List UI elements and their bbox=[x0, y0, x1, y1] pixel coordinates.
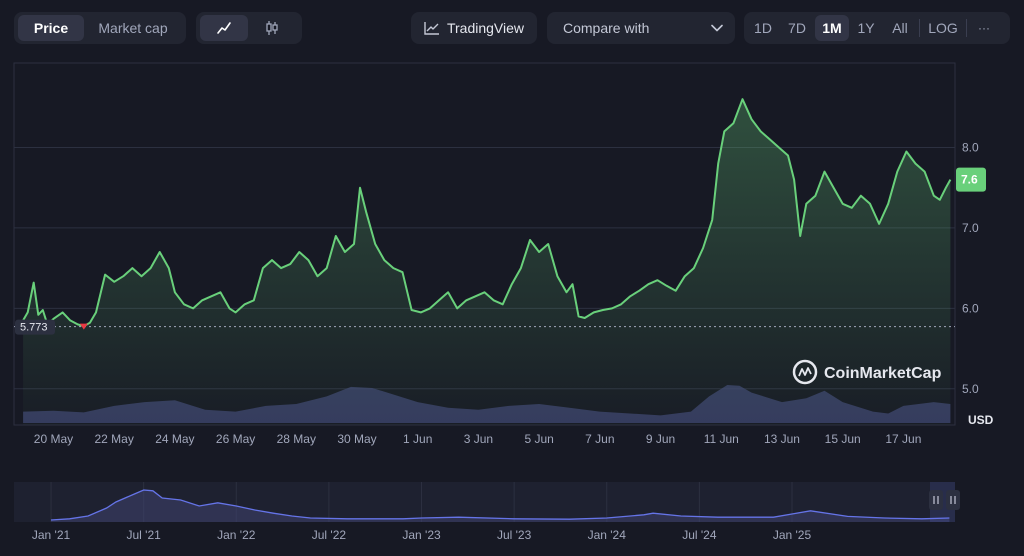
range-1m-button[interactable]: 1M bbox=[815, 15, 849, 41]
navigator-handle-right[interactable] bbox=[946, 490, 960, 510]
start-price-marker bbox=[79, 323, 88, 330]
price-marketcap-toggle: Price Market cap bbox=[14, 12, 186, 44]
y-tick-label: 7.0 bbox=[962, 221, 979, 235]
x-tick-label: 11 Jun bbox=[704, 432, 739, 446]
navigator-date-label: Jul '24 bbox=[682, 528, 717, 542]
compare-with-placeholder: Compare with bbox=[563, 20, 650, 36]
range-1y-button[interactable]: 1Y bbox=[857, 20, 875, 36]
price-series-line bbox=[22, 98, 952, 328]
navigator-date-label: Jul '22 bbox=[312, 528, 347, 542]
x-tick-label: 28 May bbox=[277, 432, 316, 446]
range-navigator[interactable]: Jan '21 Jul '21 Jan '22 Jul '22 Jan '23 Jul '… bbox=[0, 470, 1024, 556]
start-price-label: 5.773 bbox=[20, 322, 48, 334]
range-divider-2 bbox=[966, 19, 967, 37]
tradingview-button[interactable]: TradingView bbox=[411, 12, 537, 44]
compare-with-select[interactable]: Compare with bbox=[547, 12, 735, 44]
x-tick-label: 9 Jun bbox=[646, 432, 675, 446]
range-1d-button[interactable]: 1D bbox=[754, 20, 772, 36]
tab-market-cap[interactable]: Market cap bbox=[98, 20, 168, 36]
x-tick-label: 3 Jun bbox=[464, 432, 493, 446]
x-tick-label: 13 Jun bbox=[764, 432, 800, 446]
navigator-date-label: Jan '23 bbox=[402, 528, 441, 542]
x-tick-label: 15 Jun bbox=[825, 432, 861, 446]
navigator-date-label: Jan '25 bbox=[773, 528, 812, 542]
navigator-date-label: Jan '22 bbox=[217, 528, 256, 542]
last-price-label: 7.6 bbox=[961, 173, 978, 187]
candlestick-button[interactable] bbox=[248, 15, 296, 41]
tab-price[interactable]: Price bbox=[18, 15, 84, 41]
navigator-date-label: Jan '24 bbox=[588, 528, 627, 542]
y-tick-label: 5.0 bbox=[962, 382, 979, 396]
y-tick-label: 6.0 bbox=[962, 301, 979, 315]
coinmarketcap-logo-icon bbox=[792, 359, 818, 385]
more-options-button[interactable]: ··· bbox=[978, 21, 990, 35]
range-all-button[interactable]: All bbox=[892, 20, 908, 36]
time-range-selector: 1D 7D 1M 1Y All LOG ··· bbox=[744, 12, 1010, 44]
x-tick-label: 30 May bbox=[337, 432, 376, 446]
x-tick-label: 1 Jun bbox=[403, 432, 432, 446]
navigator-line bbox=[50, 489, 950, 521]
x-tick-label: 7 Jun bbox=[585, 432, 614, 446]
start-price-badge bbox=[15, 319, 55, 335]
candlestick-icon bbox=[264, 20, 280, 36]
y-tick-label: 8.0 bbox=[962, 140, 979, 154]
chevron-down-icon bbox=[711, 24, 723, 32]
tradingview-chart-icon bbox=[424, 21, 440, 35]
x-tick-label: 22 May bbox=[94, 432, 133, 446]
price-chart[interactable]: 5.0 6.0 7.0 8.0 20 May 22 May 24 May 26 May 28 … bbox=[0, 0, 1024, 470]
price-area-fill bbox=[23, 99, 951, 425]
watermark-text: CoinMarketCap bbox=[824, 365, 942, 382]
navigator-handle-left[interactable] bbox=[929, 490, 943, 510]
currency-label: USD bbox=[968, 413, 994, 427]
range-7d-button[interactable]: 7D bbox=[788, 20, 806, 36]
x-tick-label: 17 Jun bbox=[885, 432, 921, 446]
x-tick-label: 5 Jun bbox=[524, 432, 553, 446]
x-tick-label: 20 May bbox=[34, 432, 73, 446]
x-tick-label: 26 May bbox=[216, 432, 255, 446]
range-divider bbox=[919, 19, 920, 37]
line-chart-icon bbox=[216, 20, 232, 36]
coinmarketcap-watermark: CoinMarketCap bbox=[792, 359, 942, 385]
navigator-date-label: Jan '21 bbox=[32, 528, 71, 542]
tradingview-label: TradingView bbox=[446, 20, 525, 36]
log-scale-button[interactable]: LOG bbox=[928, 20, 958, 36]
line-chart-button[interactable] bbox=[200, 15, 248, 41]
x-tick-label: 24 May bbox=[155, 432, 194, 446]
navigator-date-label: Jul '23 bbox=[497, 528, 532, 542]
last-price-badge bbox=[956, 167, 986, 192]
navigator-date-label: Jul '21 bbox=[127, 528, 162, 542]
chart-type-toggle bbox=[196, 12, 302, 44]
